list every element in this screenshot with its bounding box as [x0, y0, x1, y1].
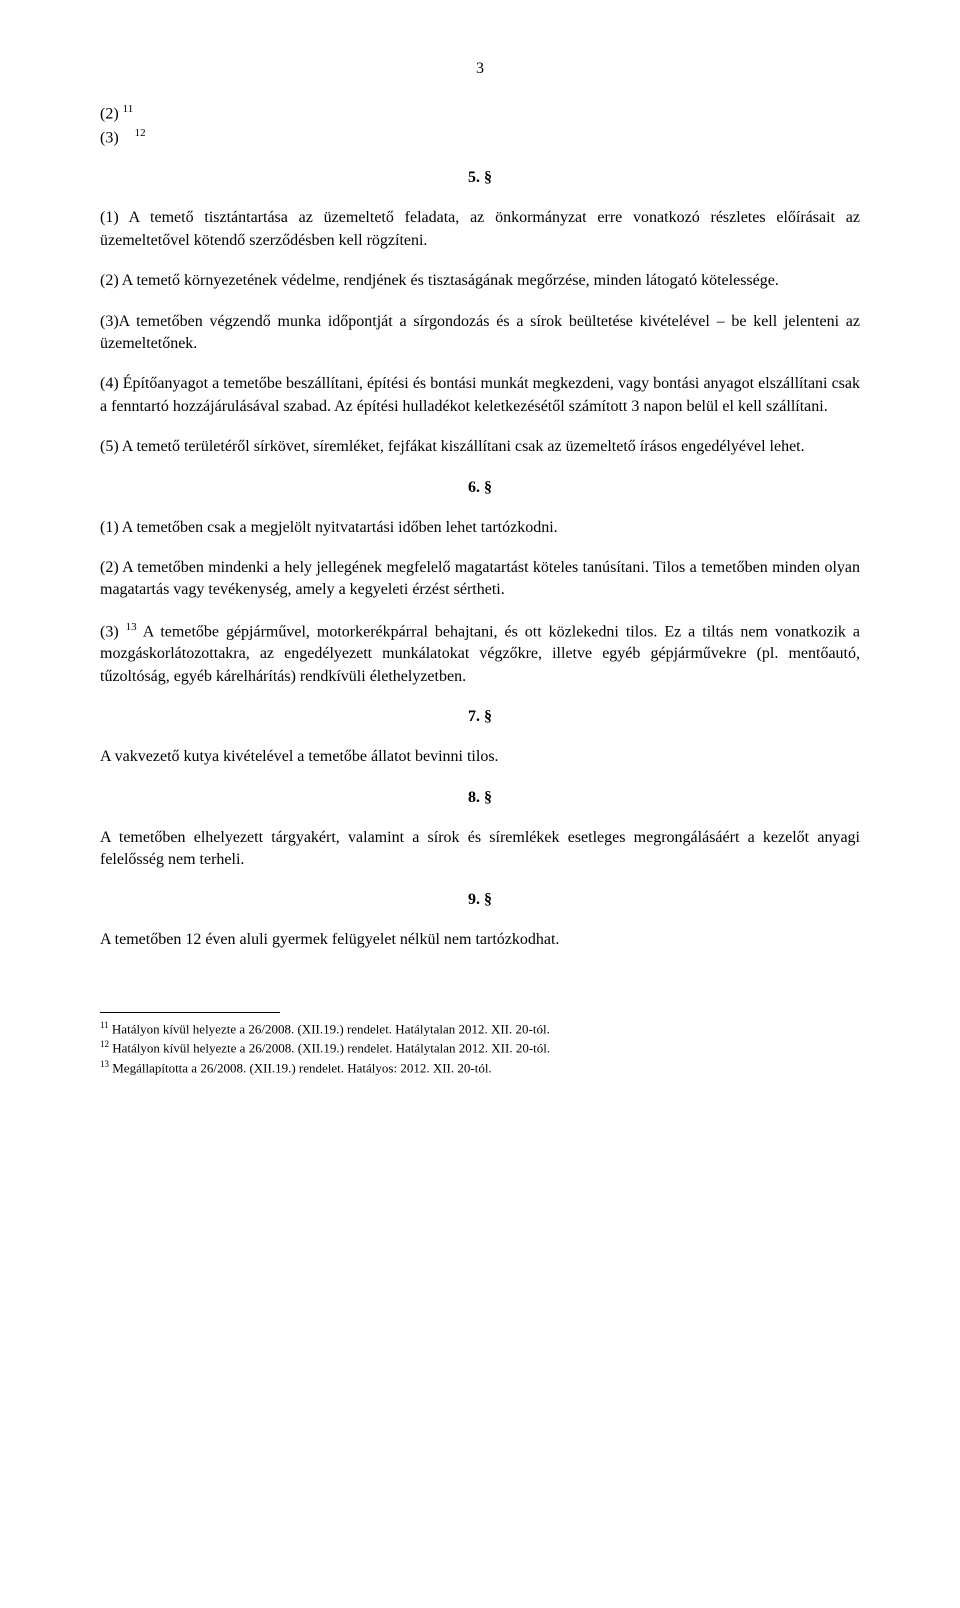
page-number: 3: [100, 60, 860, 78]
paragraph-7-1: A vakvezető kutya kivételével a temetőbe…: [100, 746, 860, 768]
footnote-11-text: Hatályon kívül helyezte a 26/2008. (XII.…: [109, 1021, 550, 1036]
reference-block: (2) 11 (3) 12: [100, 102, 860, 149]
section-heading-5: 5. §: [100, 169, 860, 187]
ref-1-number: (2): [100, 105, 119, 122]
ref-line-2: (3) 12: [100, 126, 860, 150]
footnotes-block: 11 Hatályon kívül helyezte a 26/2008. (X…: [100, 1019, 860, 1078]
paragraph-5-1: (1) A temető tisztántartása az üzemeltet…: [100, 207, 860, 252]
ref-1-superscript: 11: [123, 103, 134, 115]
footnote-11: 11 Hatályon kívül helyezte a 26/2008. (X…: [100, 1019, 860, 1039]
footnote-13-sup: 13: [100, 1059, 109, 1069]
paragraph-8-1: A temetőben elhelyezett tárgyakért, vala…: [100, 827, 860, 872]
paragraph-6-3-prefix: (3): [100, 623, 126, 640]
section-heading-7: 7. §: [100, 708, 860, 726]
paragraph-9-1: A temetőben 12 éven aluli gyermek felügy…: [100, 929, 860, 951]
section-heading-8: 8. §: [100, 789, 860, 807]
footnote-12: 12 Hatályon kívül helyezte a 26/2008. (X…: [100, 1038, 860, 1058]
section-heading-6: 6. §: [100, 479, 860, 497]
paragraph-5-3: (3)A temetőben végzendő munka időpontját…: [100, 311, 860, 356]
paragraph-5-5: (5) A temető területéről sírkövet, sírem…: [100, 436, 860, 458]
paragraph-5-4: (4) Építőanyagot a temetőbe beszállítani…: [100, 373, 860, 418]
paragraph-6-2: (2) A temetőben mindenki a hely jellegén…: [100, 557, 860, 602]
paragraph-6-3: (3) 13 A temetőbe gépjárművel, motorkeré…: [100, 620, 860, 689]
footnote-12-text: Hatályon kívül helyezte a 26/2008. (XII.…: [109, 1041, 550, 1056]
section-heading-9: 9. §: [100, 891, 860, 909]
footnote-11-sup: 11: [100, 1020, 109, 1030]
footnote-13-text: Megállapította a 26/2008. (XII.19.) rend…: [109, 1060, 492, 1075]
paragraph-6-3-body: A temetőbe gépjárművel, motorkerékpárral…: [100, 623, 860, 685]
footnote-12-sup: 12: [100, 1039, 109, 1049]
paragraph-6-3-superscript: 13: [126, 621, 137, 633]
footnote-separator: [100, 1012, 280, 1013]
ref-2-superscript: 12: [135, 127, 146, 139]
paragraph-5-2: (2) A temető környezetének védelme, rend…: [100, 270, 860, 292]
footnote-13: 13 Megállapította a 26/2008. (XII.19.) r…: [100, 1058, 860, 1078]
paragraph-6-1: (1) A temetőben csak a megjelölt nyitvat…: [100, 517, 860, 539]
ref-2-number: (3): [100, 129, 119, 146]
ref-line-1: (2) 11: [100, 102, 860, 126]
